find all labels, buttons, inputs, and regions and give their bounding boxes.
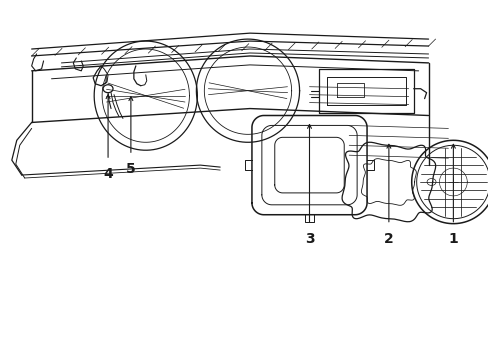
Text: 1: 1 (448, 231, 458, 246)
Text: 4: 4 (103, 167, 113, 181)
Text: 5: 5 (126, 162, 136, 176)
Text: 2: 2 (384, 231, 394, 246)
Text: 3: 3 (305, 231, 314, 246)
